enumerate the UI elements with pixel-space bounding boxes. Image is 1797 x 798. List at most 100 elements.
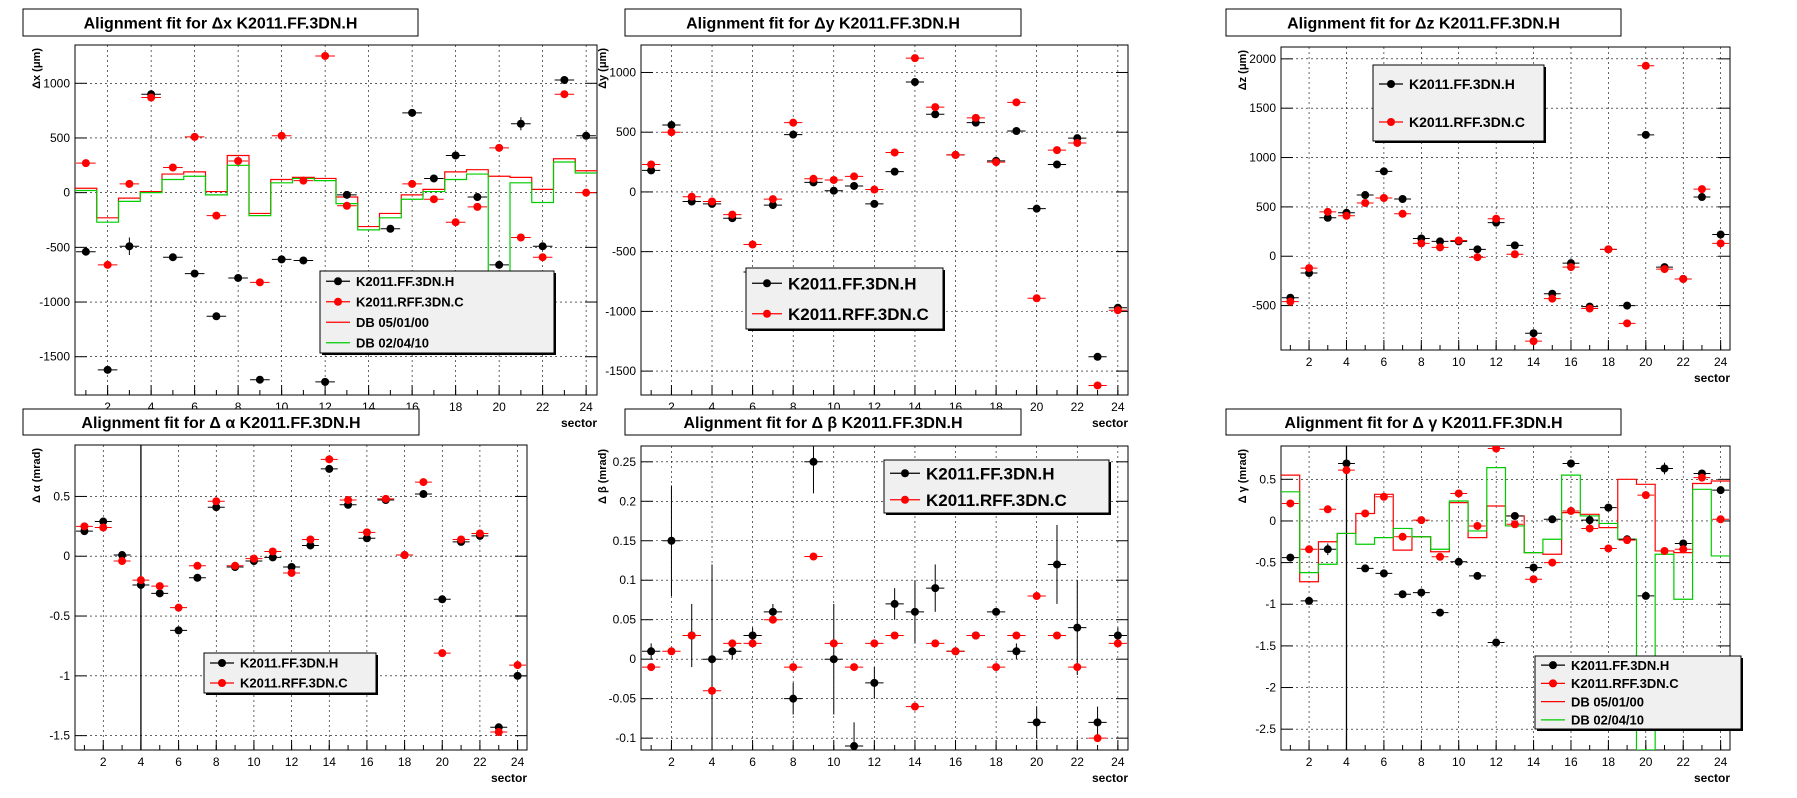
data-point xyxy=(890,167,899,176)
x-tick-label: 8 xyxy=(1418,355,1425,369)
data-point xyxy=(1286,297,1295,306)
data-point xyxy=(890,599,899,608)
legend-swatch-marker xyxy=(1549,661,1557,670)
data-point xyxy=(1697,473,1706,482)
data-point xyxy=(1093,734,1102,743)
y-tick-label: 500 xyxy=(1256,200,1276,214)
y-tick-label: -1.5 xyxy=(1255,639,1276,653)
legend-swatch-marker xyxy=(763,309,771,318)
legend: K2011.FF.3DN.H K2011.RFF.3DN.C DB 05/01/00… xyxy=(319,270,556,355)
y-tick-label: -500 xyxy=(612,245,636,259)
data-point xyxy=(1566,506,1575,515)
data-point xyxy=(768,607,777,616)
chart-panel-2: Alignment fit for Δy K2011.FF.3DN.H2 4 6 8 1… xyxy=(597,8,1129,430)
data-point xyxy=(870,199,879,208)
data-point xyxy=(1052,560,1061,569)
x-tick-label: 4 xyxy=(709,400,716,414)
legend-swatch-marker xyxy=(218,659,226,667)
data-point xyxy=(829,639,838,648)
data-point xyxy=(1379,492,1388,501)
legend-entry-label: K2011.FF.3DN.H xyxy=(1571,658,1669,673)
data-point xyxy=(1641,130,1650,139)
data-point xyxy=(890,631,899,640)
y-tick-label: 500 xyxy=(616,125,636,139)
data-point xyxy=(451,151,460,160)
data-point xyxy=(1585,304,1594,313)
data-point xyxy=(1286,553,1295,562)
x-tick-label: 22 xyxy=(536,400,550,414)
data-point xyxy=(1623,536,1632,545)
x-tick-label: 8 xyxy=(790,755,797,769)
data-point xyxy=(829,655,838,664)
data-point xyxy=(193,573,202,582)
data-point xyxy=(1436,243,1445,252)
legend-entry-label: K2011.RFF.3DN.C xyxy=(1409,114,1525,130)
data-point xyxy=(1012,98,1021,107)
data-point xyxy=(931,103,940,112)
data-point xyxy=(728,639,737,648)
data-point xyxy=(513,661,522,670)
data-point xyxy=(1436,237,1445,246)
y-tick-label: -0.05 xyxy=(609,692,637,706)
data-point xyxy=(951,647,960,656)
data-point xyxy=(538,242,547,251)
legend-entry-label: K2011.RFF.3DN.C xyxy=(788,305,929,324)
legend-box xyxy=(203,652,377,694)
data-point xyxy=(1052,146,1061,155)
data-point xyxy=(992,158,1001,167)
chart-title-box xyxy=(1225,408,1622,436)
data-point xyxy=(306,541,315,550)
plot-area xyxy=(642,446,1127,750)
data-point xyxy=(516,119,525,128)
data-point xyxy=(850,181,859,190)
data-point xyxy=(81,247,90,256)
x-axis-label: sector xyxy=(1092,416,1128,430)
y-tick-label: 0.25 xyxy=(613,455,637,469)
data-point xyxy=(708,686,717,695)
x-tick-label: 10 xyxy=(247,755,261,769)
data-point xyxy=(268,553,277,562)
data-point xyxy=(147,93,156,102)
legend-entry-label: K2011.RFF.3DN.C xyxy=(356,294,464,309)
x-tick-label: 10 xyxy=(1452,355,1466,369)
data-point xyxy=(971,113,980,122)
data-point xyxy=(809,457,818,466)
y-axis-label: Δ β (mrad) xyxy=(597,449,609,504)
data-point xyxy=(667,128,676,137)
data-point xyxy=(1548,294,1557,303)
data-point xyxy=(516,233,525,242)
data-point xyxy=(212,503,221,512)
data-point xyxy=(1417,588,1426,597)
data-point xyxy=(362,534,371,543)
x-tick-label: 18 xyxy=(1602,355,1616,369)
data-point xyxy=(212,312,221,321)
data-point xyxy=(1716,486,1725,495)
data-point xyxy=(1585,524,1594,533)
y-tick-label: -500 xyxy=(1252,299,1276,313)
x-axis-label: sector xyxy=(1092,771,1128,785)
data-point xyxy=(829,175,838,184)
data-point xyxy=(438,595,447,604)
y-tick-label: 0 xyxy=(63,186,70,200)
data-point xyxy=(255,278,264,287)
data-point xyxy=(1660,464,1669,473)
data-point xyxy=(1093,352,1102,361)
data-point xyxy=(1454,489,1463,498)
data-point xyxy=(667,647,676,656)
legend-swatch-marker xyxy=(334,277,342,286)
data-point xyxy=(1529,329,1538,338)
data-point xyxy=(789,130,798,139)
x-tick-label: 18 xyxy=(449,400,463,414)
data-point xyxy=(1379,194,1388,203)
x-axis-label: sector xyxy=(561,416,597,430)
data-point xyxy=(400,551,409,560)
data-point xyxy=(362,528,371,537)
x-tick-label: 6 xyxy=(191,400,198,414)
data-point xyxy=(1436,608,1445,617)
data-point xyxy=(870,185,879,194)
data-point xyxy=(457,535,466,544)
data-point xyxy=(1073,663,1082,672)
data-point xyxy=(231,561,240,570)
data-point xyxy=(971,631,980,640)
